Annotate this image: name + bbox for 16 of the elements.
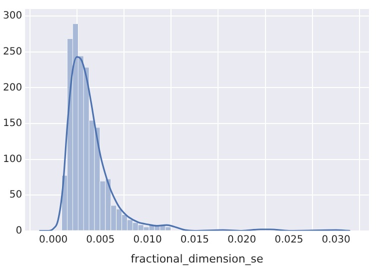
x-tick-label: 0.030 (322, 234, 350, 246)
y-tick-label: 100 (2, 154, 22, 165)
x-tick-label: 0.025 (274, 234, 304, 246)
x-tick-label: 0.005 (86, 234, 115, 246)
y-tick-label: 50 (9, 190, 22, 201)
line-series (38, 56, 351, 231)
x-tick-label: 0.010 (133, 234, 162, 246)
x-axis-title: fractional_dimension_se (130, 252, 264, 266)
y-tick-label: 200 (2, 82, 22, 94)
x-tick-label: 0.015 (180, 234, 210, 246)
x-tick-label: 0.000 (39, 234, 68, 246)
x-tick-label: 0.020 (227, 234, 256, 246)
y-tick-label: 0 (16, 225, 22, 236)
y-tick-label: 250 (2, 46, 22, 58)
y-tick-label: 300 (2, 10, 22, 22)
y-tick-label: 150 (2, 118, 22, 130)
